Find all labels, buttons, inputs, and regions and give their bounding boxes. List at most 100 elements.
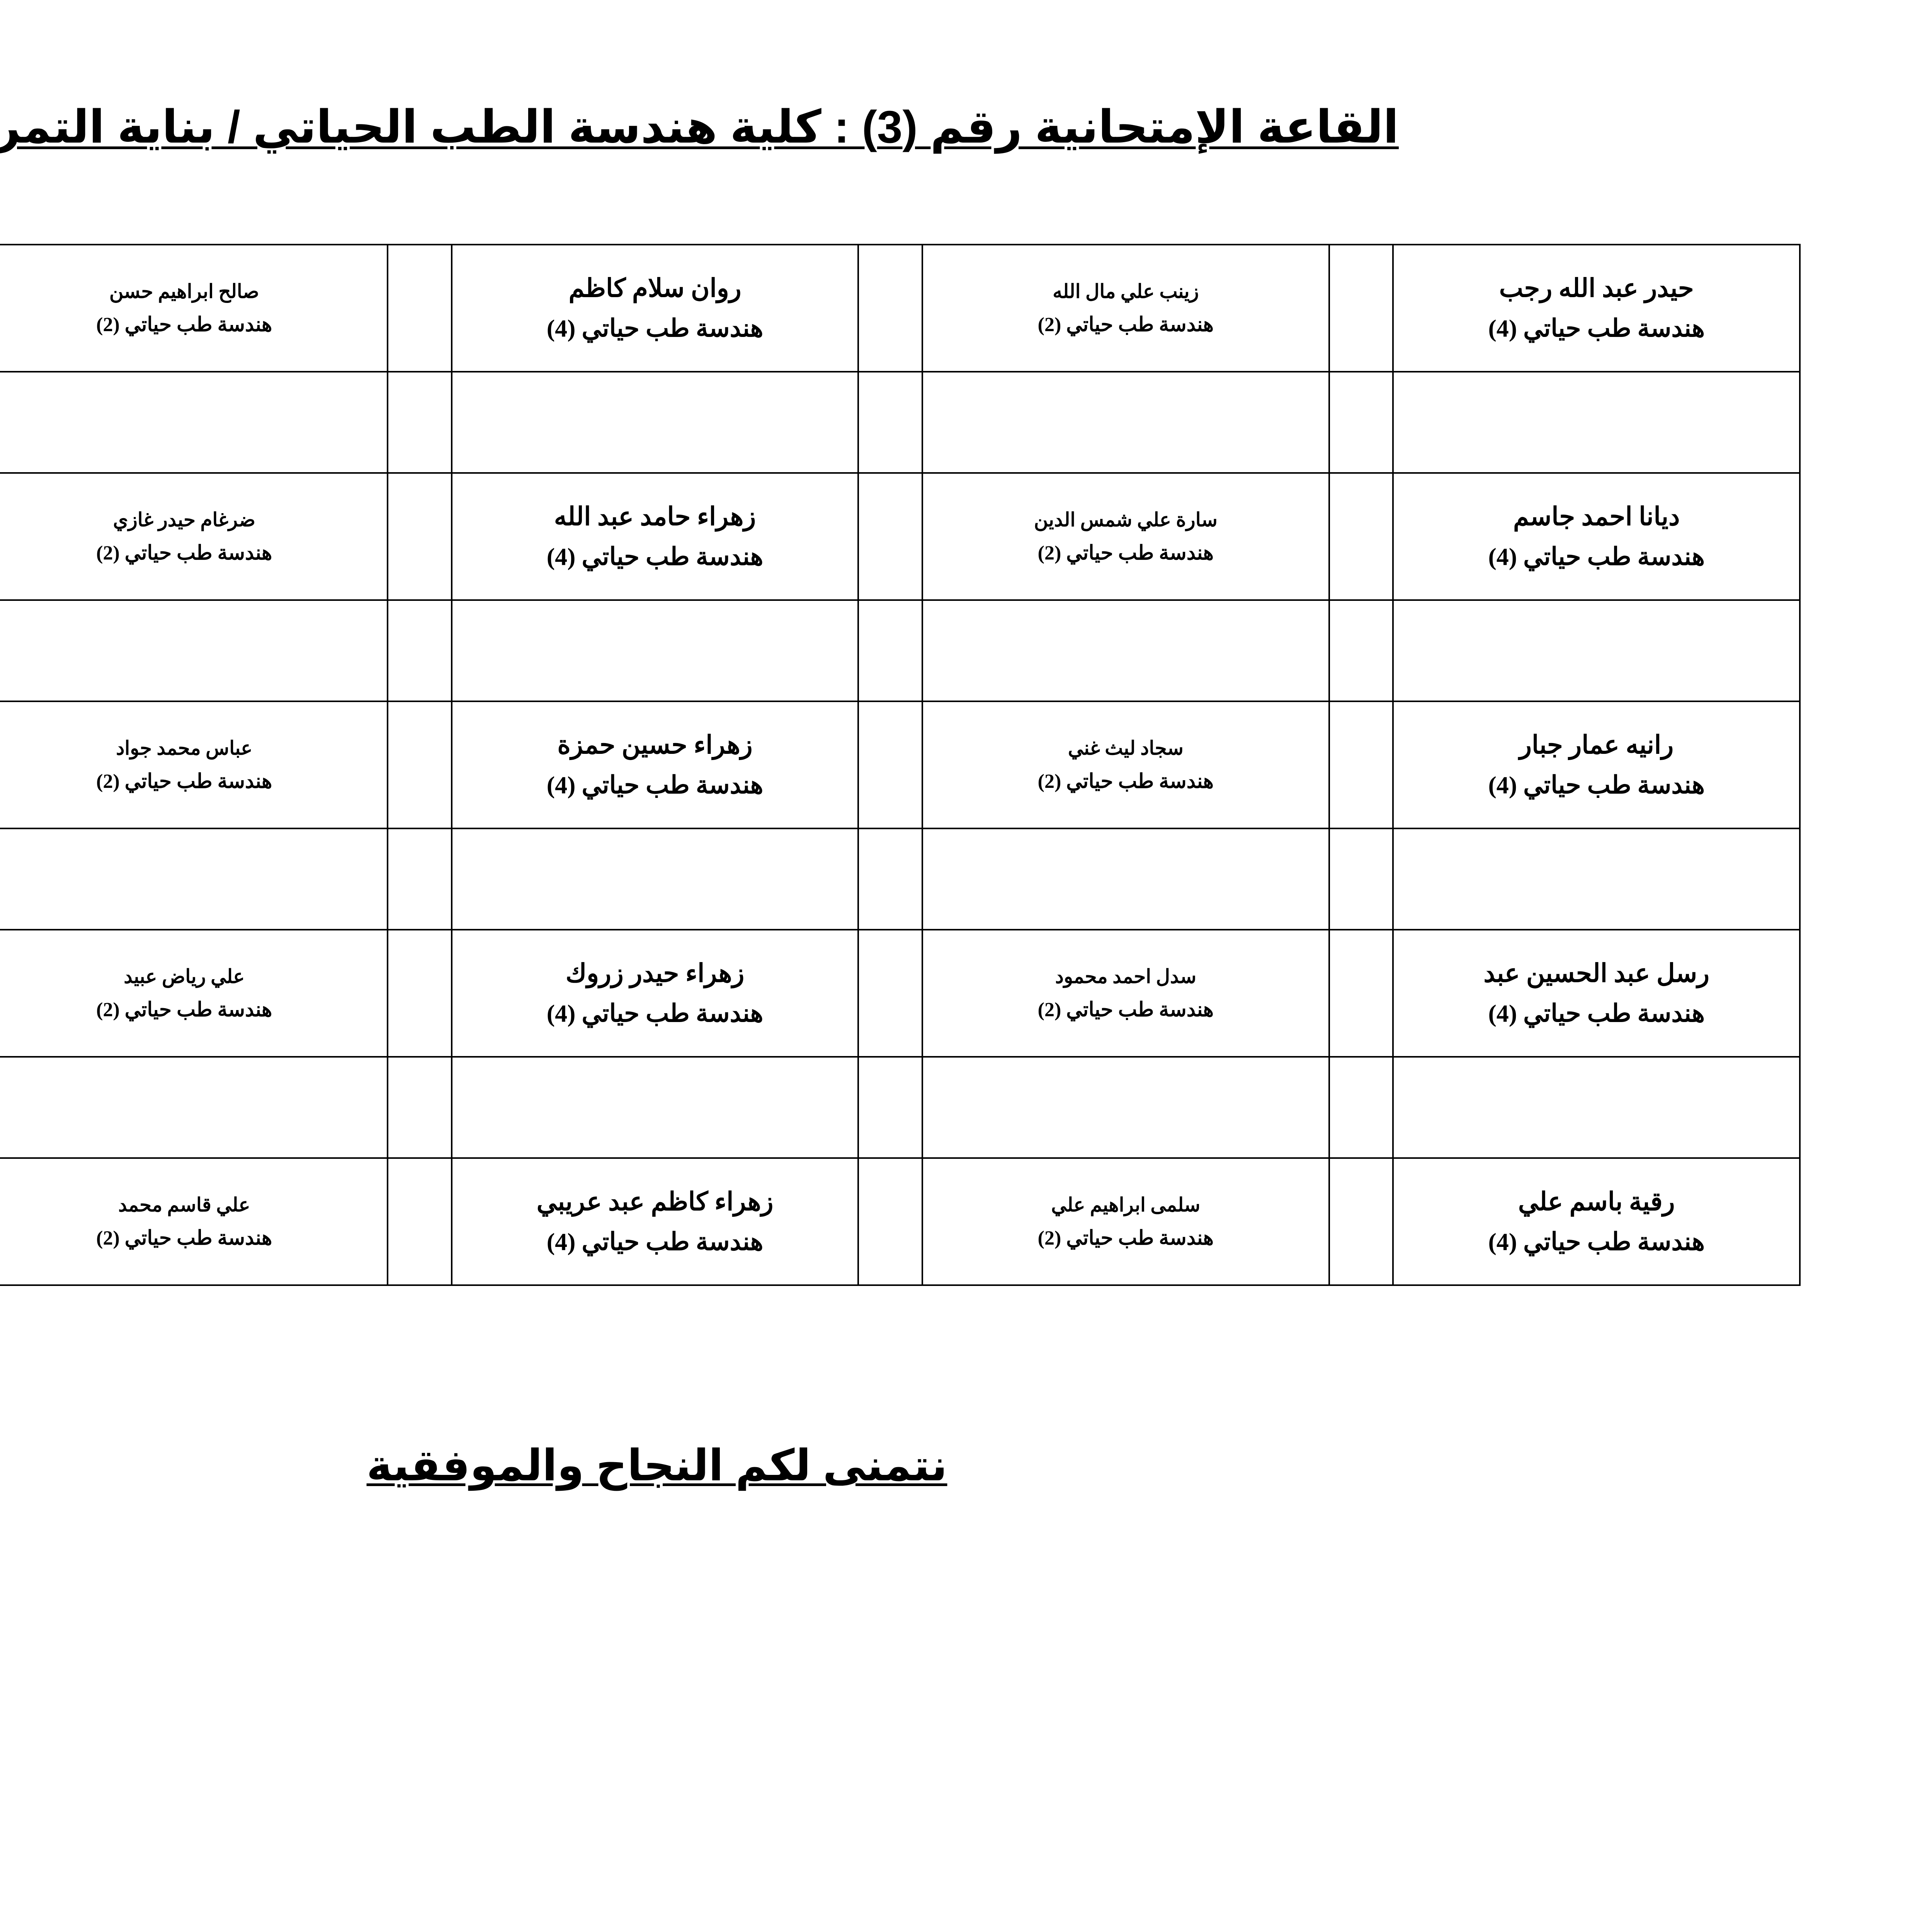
student-department: هندسة طب حياتي (2) <box>1037 998 1214 1021</box>
empty-cell <box>451 371 859 474</box>
student-name: سجاد ليث غني <box>1068 737 1184 759</box>
table-row: ديانا احمد جاسم هندسة طب حياتي (4) سارة عل… <box>0 472 1801 601</box>
empty-cell <box>1392 599 1801 702</box>
empty-row <box>0 1056 1801 1159</box>
student-name: زهراء كاظم عبد عريبي <box>536 1188 774 1216</box>
seat-cell: علي قاسم محمد هندسة طب حياتي (2) <box>0 1157 389 1286</box>
aisle-spacer-cell <box>387 1157 452 1286</box>
seat-cell: سلمى ابراهيم علي هندسة طب حياتي (2) <box>922 1157 1330 1286</box>
student-name: زينب علي مال الله <box>1053 280 1199 302</box>
student-name: سدل احمد محمود <box>1055 965 1197 987</box>
title-section: القاعة الإمتحانية رقم (3) : كلية هندسة ا… <box>0 0 1932 158</box>
student-name: علي قاسم محمد <box>118 1194 250 1216</box>
empty-cell <box>857 1056 923 1159</box>
student-department: هندسة طب حياتي (2) <box>1037 770 1214 793</box>
empty-cell <box>451 828 859 931</box>
aisle-spacer-cell <box>387 472 452 601</box>
seat-cell: عباس محمد جواد هندسة طب حياتي (2) <box>0 701 389 830</box>
empty-cell <box>1392 1056 1801 1159</box>
aisle-spacer-cell <box>1328 244 1394 373</box>
student-department: هندسة طب حياتي (4) <box>546 543 764 570</box>
aisle-spacer-cell <box>387 244 452 373</box>
seat-cell: رانيه عمار جبار هندسة طب حياتي (4) <box>1392 701 1801 830</box>
footer-section: نتمنى لكم النجاح والموفقية <box>0 1440 1932 1491</box>
student-name: سارة علي شمس الدين <box>1034 509 1218 531</box>
student-department: هندسة طب حياتي (2) <box>96 998 272 1021</box>
aisle-spacer-cell <box>1328 472 1394 601</box>
student-department: هندسة طب حياتي (2) <box>1037 1227 1214 1249</box>
empty-cell <box>1328 371 1394 474</box>
student-department: هندسة طب حياتي (2) <box>96 1227 272 1249</box>
aisle-spacer-cell <box>857 244 923 373</box>
empty-cell <box>451 599 859 702</box>
student-name: سلمى ابراهيم علي <box>1051 1194 1201 1216</box>
seat-cell: علي رياض عبيد هندسة طب حياتي (2) <box>0 929 389 1058</box>
aisle-spacer-cell <box>1328 1157 1394 1286</box>
empty-cell <box>0 1056 389 1159</box>
aisle-spacer-cell <box>857 929 923 1058</box>
student-department: هندسة طب حياتي (2) <box>96 313 272 336</box>
student-name: روان سلام كاظم <box>568 274 742 303</box>
seat-cell: حيدر عبد الله رجب هندسة طب حياتي (4) <box>1392 244 1801 373</box>
seat-cell: سارة علي شمس الدين هندسة طب حياتي (2) <box>922 472 1330 601</box>
empty-cell <box>1328 828 1394 931</box>
aisle-spacer-cell <box>857 1157 923 1286</box>
empty-cell <box>1392 371 1801 474</box>
aisle-spacer-cell <box>857 701 923 830</box>
student-department: هندسة طب حياتي (2) <box>1037 542 1214 564</box>
student-name: رانيه عمار جبار <box>1519 731 1674 760</box>
seat-cell: زهراء حسين حمزة هندسة طب حياتي (4) <box>451 701 859 830</box>
empty-cell <box>387 1056 452 1159</box>
empty-cell <box>387 828 452 931</box>
student-name: رقية باسم علي <box>1518 1188 1675 1216</box>
student-department: هندسة طب حياتي (2) <box>1037 313 1214 336</box>
empty-cell <box>922 371 1330 474</box>
table-row: رقية باسم علي هندسة طب حياتي (4) سلمى ابرا… <box>0 1157 1801 1286</box>
student-department: هندسة طب حياتي (4) <box>1488 314 1705 342</box>
student-name: علي رياض عبيد <box>124 965 245 987</box>
table-row: رانيه عمار جبار هندسة طب حياتي (4) سجاد لي… <box>0 701 1801 830</box>
student-name: حيدر عبد الله رجب <box>1499 274 1694 303</box>
seat-cell: زهراء حيدر زروك هندسة طب حياتي (4) <box>451 929 859 1058</box>
student-department: هندسة طب حياتي (4) <box>1488 543 1705 570</box>
student-department: هندسة طب حياتي (2) <box>96 770 272 793</box>
aisle-spacer-cell <box>1328 929 1394 1058</box>
seat-cell: روان سلام كاظم هندسة طب حياتي (4) <box>451 244 859 373</box>
student-name: ديانا احمد جاسم <box>1513 503 1680 531</box>
seating-table-body: حيدر عبد الله رجب هندسة طب حياتي (4) زينب … <box>0 244 1801 1286</box>
seat-cell: ديانا احمد جاسم هندسة طب حياتي (4) <box>1392 472 1801 601</box>
seat-cell: زينب علي مال الله هندسة طب حياتي (2) <box>922 244 1330 373</box>
empty-row <box>0 371 1801 474</box>
empty-cell <box>1328 599 1394 702</box>
student-name: ضرغام حيدر غازي <box>113 509 255 531</box>
empty-row <box>0 828 1801 931</box>
table-row: رسل عبد الحسين عبد هندسة طب حياتي (4) سدل … <box>0 929 1801 1058</box>
student-department: هندسة طب حياتي (4) <box>1488 1228 1705 1255</box>
empty-cell <box>922 828 1330 931</box>
seat-cell: صالح ابراهيم حسن هندسة طب حياتي (2) <box>0 244 389 373</box>
empty-cell <box>0 828 389 931</box>
student-department: هندسة طب حياتي (4) <box>546 999 764 1027</box>
student-name: زهراء حامد عبد الله <box>554 503 756 531</box>
student-name: زهراء حسين حمزة <box>557 731 753 760</box>
student-department: هندسة طب حياتي (4) <box>546 314 764 342</box>
student-name: زهراء حيدر زروك <box>565 959 745 988</box>
seat-cell: رسل عبد الحسين عبد هندسة طب حياتي (4) <box>1392 929 1801 1058</box>
empty-cell <box>857 599 923 702</box>
student-department: هندسة طب حياتي (2) <box>96 542 272 564</box>
empty-cell <box>857 371 923 474</box>
seating-table: حيدر عبد الله رجب هندسة طب حياتي (4) زينب … <box>0 244 1801 1286</box>
empty-row <box>0 599 1801 702</box>
seat-cell: سدل احمد محمود هندسة طب حياتي (2) <box>922 929 1330 1058</box>
empty-cell <box>922 599 1330 702</box>
aisle-spacer-cell <box>857 472 923 601</box>
student-name: عباس محمد جواد <box>116 737 253 759</box>
seat-cell: رقية باسم علي هندسة طب حياتي (4) <box>1392 1157 1801 1286</box>
seat-cell: زهراء كاظم عبد عريبي هندسة طب حياتي (4) <box>451 1157 859 1286</box>
empty-cell <box>387 599 452 702</box>
page-title: القاعة الإمتحانية رقم (3) : كلية هندسة ا… <box>0 102 1399 153</box>
student-name: صالح ابراهيم حسن <box>109 280 259 302</box>
empty-cell <box>857 828 923 931</box>
empty-cell <box>1392 828 1801 931</box>
